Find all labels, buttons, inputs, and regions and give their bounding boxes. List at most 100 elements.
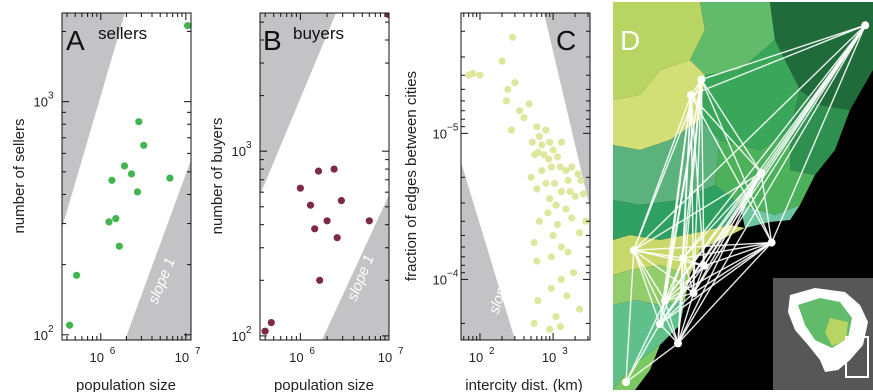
city-edge — [664, 300, 679, 344]
city-edge — [659, 79, 703, 325]
city-edge — [693, 24, 866, 294]
data-point — [568, 163, 576, 171]
data-point — [184, 22, 191, 30]
y-tick-label: 10 — [34, 328, 48, 343]
city-edge — [703, 241, 772, 267]
data-point — [540, 151, 548, 159]
data-point — [530, 319, 538, 327]
city-edge — [693, 242, 772, 294]
y-axis-label-c: fraction of edges between cities — [403, 71, 420, 281]
buyers-points — [261, 13, 389, 335]
city-edge — [692, 265, 705, 294]
data-point — [557, 243, 566, 251]
city-edge — [659, 292, 695, 325]
x-tick-label: 10 — [542, 350, 556, 365]
city-edge — [633, 249, 679, 344]
data-point — [538, 141, 546, 149]
y-tick-label: 10 — [232, 144, 246, 159]
data-point — [476, 71, 484, 79]
data-point — [564, 176, 572, 184]
data-point — [528, 138, 536, 146]
city-node — [679, 254, 688, 263]
data-point — [542, 179, 550, 187]
city-edge — [677, 79, 703, 344]
city-edge — [633, 249, 666, 302]
data-point — [534, 297, 542, 305]
x-tick-label: 10 — [90, 350, 104, 365]
axis-ticks-a: 10 6 10 710 210 3 — [34, 13, 201, 365]
city-edge — [659, 242, 773, 325]
data-point — [547, 284, 556, 292]
panel-letter-a: A — [66, 25, 85, 56]
data-point — [520, 114, 528, 122]
data-point — [527, 173, 535, 181]
data-point — [498, 57, 506, 65]
data-point — [267, 319, 275, 327]
city-edge — [690, 94, 773, 243]
y-tick-label: 10 — [433, 126, 447, 141]
x-tick-label-exponent: 2 — [489, 346, 495, 357]
city-node — [767, 238, 776, 247]
city-nodes — [622, 21, 870, 387]
data-point — [73, 271, 81, 279]
data-point — [127, 170, 136, 178]
data-point — [535, 132, 544, 140]
data-point — [504, 85, 512, 93]
city-edge — [677, 242, 773, 344]
data-point — [562, 167, 570, 175]
data-point — [547, 163, 556, 171]
data-point — [140, 141, 148, 149]
data-point — [553, 153, 562, 161]
data-point — [120, 162, 129, 170]
data-point — [545, 155, 553, 163]
inset-highlight-box — [845, 336, 869, 378]
slope-band-b — [260, 13, 389, 340]
data-point — [557, 187, 566, 196]
data-point — [296, 184, 304, 192]
data-point — [538, 167, 546, 175]
data-point — [530, 239, 538, 247]
data-point — [582, 217, 590, 225]
data-point — [112, 215, 120, 223]
city-edge — [677, 172, 762, 344]
city-edge — [682, 257, 695, 294]
city-edge — [700, 79, 773, 243]
slope-band-a — [62, 13, 191, 340]
data-point — [337, 197, 345, 205]
city-node — [655, 320, 664, 328]
city-node — [674, 339, 682, 348]
panel-a: 10 6 10 710 210 3 A sellers slope 1 populatio… — [11, 12, 201, 392]
slope-band-region — [125, 160, 191, 340]
data-point — [549, 231, 557, 239]
data-point — [311, 225, 319, 233]
city-node — [697, 75, 706, 84]
data-point — [571, 192, 579, 200]
city-edge — [633, 24, 866, 251]
city-node — [861, 21, 870, 30]
city-edge — [625, 300, 666, 383]
city-edge — [690, 24, 866, 96]
city-edge — [690, 94, 762, 174]
city-edge — [633, 241, 772, 251]
panel-c: 10 2 10 310 −510 −4 C slope −2 intercity dist… — [403, 12, 591, 392]
city-node — [661, 296, 669, 305]
city-edge — [703, 172, 762, 267]
inset-map — [773, 278, 873, 390]
panel-letter-b: B — [263, 25, 282, 56]
data-point — [577, 176, 585, 184]
data-point — [574, 170, 582, 178]
x-tick-label-exponent: 7 — [195, 346, 201, 357]
x-axis-label-a: population size — [76, 377, 176, 392]
x-tick-label: 10 — [469, 350, 483, 365]
data-point — [516, 107, 524, 115]
city-edge — [659, 95, 692, 325]
y-tick-label-exponent: 3 — [48, 91, 54, 102]
city-edge — [659, 265, 705, 325]
y-tick-label-exponent: −4 — [447, 268, 459, 279]
panel-letter-d: D — [620, 25, 640, 56]
slope-band-c — [461, 13, 590, 340]
data-point — [546, 325, 554, 333]
city-edge — [633, 79, 703, 251]
panel-letter-c: C — [556, 25, 576, 56]
data-point — [553, 220, 562, 228]
